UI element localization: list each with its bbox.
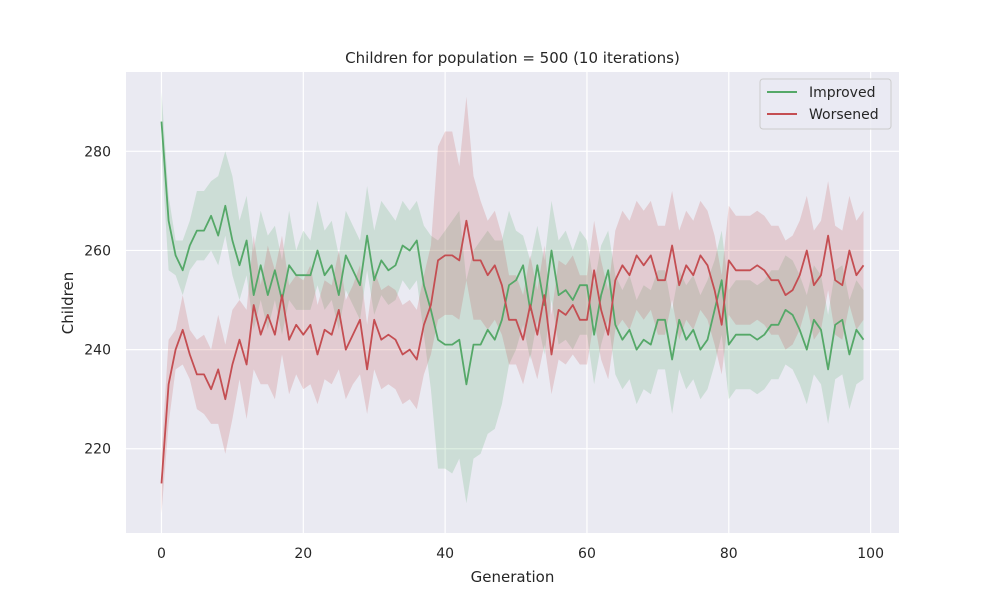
x-axis-label: Generation	[471, 568, 555, 586]
x-tick-label: 60	[578, 546, 596, 562]
confidence-bands	[161, 91, 864, 514]
legend: Improved Worsened	[759, 78, 892, 130]
x-tick-labels: 0 20 40 60 80 100	[157, 546, 884, 562]
y-tick-label: 260	[84, 243, 111, 259]
grid-lines	[126, 72, 899, 533]
legend-label-worsened: Worsened	[809, 107, 879, 123]
x-tick-label: 100	[857, 546, 884, 562]
y-tick-label: 280	[84, 144, 111, 160]
x-tick-label: 80	[720, 546, 738, 562]
y-tick-labels: 220 240 260 280	[84, 144, 111, 457]
series-line-worsened	[160, 219, 865, 484]
legend-label-improved: Improved	[809, 85, 875, 101]
series-lines	[160, 121, 865, 484]
plot-area	[126, 72, 899, 533]
x-tick-label: 0	[157, 546, 166, 562]
y-tick-label: 220	[84, 442, 111, 458]
band-improved	[161, 91, 864, 504]
x-tick-label: 40	[436, 546, 454, 562]
chart-title: Children for population = 500 (10 iterat…	[345, 49, 680, 67]
y-axis-label: Children	[59, 272, 77, 334]
series-line-improved	[160, 121, 865, 386]
band-worsened	[161, 96, 864, 514]
x-tick-label: 20	[294, 546, 312, 562]
y-tick-label: 240	[84, 343, 111, 359]
